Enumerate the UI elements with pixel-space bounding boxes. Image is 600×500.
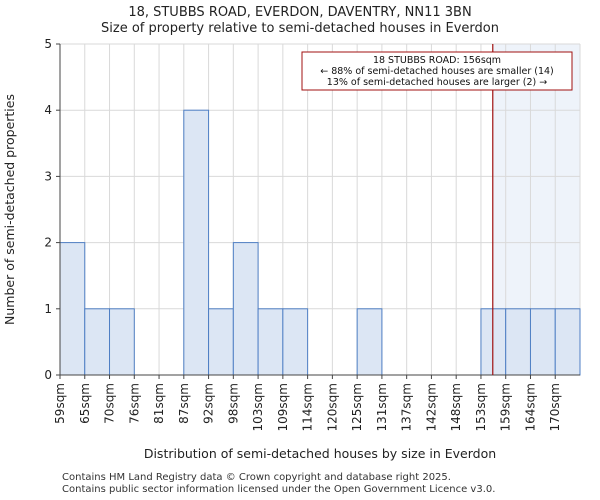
x-tick-label-70sqm: 70sqm	[103, 383, 117, 424]
bar-65sqm	[84, 308, 111, 376]
x-tick-label-92sqm: 92sqm	[202, 383, 216, 424]
x-tick-label-114sqm: 114sqm	[301, 383, 315, 431]
footer-line-1: Contains HM Land Registry data © Crown c…	[62, 472, 451, 483]
bar-170sqm	[554, 308, 581, 376]
annotation-box	[301, 51, 573, 91]
annotation-line-3: 13% of semi-detached houses are larger (…	[327, 77, 547, 88]
x-tick-label-59sqm: 59sqm	[53, 383, 67, 424]
x-tick-label-137sqm: 137sqm	[400, 383, 414, 431]
bar-103sqm	[257, 308, 284, 376]
bar-92sqm	[208, 308, 234, 376]
y-tick-label-0: 0	[44, 368, 52, 382]
bar-98sqm	[232, 242, 259, 376]
y-tick-label-2: 2	[44, 236, 52, 250]
chart-subtitle: Size of property relative to semi-detach…	[101, 21, 499, 36]
footer-line-2: Contains public sector information licen…	[62, 484, 496, 495]
x-tick-label-103sqm: 103sqm	[251, 383, 265, 431]
x-tick-label-159sqm: 159sqm	[499, 383, 513, 431]
x-tick-label-148sqm: 148sqm	[449, 383, 463, 431]
x-tick-label-164sqm: 164sqm	[523, 383, 537, 431]
bar-159sqm	[505, 308, 531, 376]
annotation-line-2: ← 88% of semi-detached houses are smalle…	[320, 66, 554, 77]
x-tick-label-81sqm: 81sqm	[152, 383, 166, 424]
x-tick-label-76sqm: 76sqm	[127, 383, 141, 424]
y-tick-label-1: 1	[44, 302, 52, 316]
bar-164sqm	[529, 308, 556, 376]
x-tick-label-131sqm: 131sqm	[375, 383, 389, 431]
bar-109sqm	[282, 308, 309, 376]
x-tick-label-65sqm: 65sqm	[78, 383, 92, 424]
x-tick-label-120sqm: 120sqm	[325, 383, 339, 431]
y-tick-label-5: 5	[44, 37, 52, 51]
bar-125sqm	[356, 308, 383, 376]
y-tick-label-4: 4	[44, 103, 52, 117]
bar-87sqm	[183, 109, 210, 376]
x-axis-label: Distribution of semi-detached houses by …	[144, 446, 496, 461]
annotation-line-1: 18 STUBBS ROAD: 156sqm	[373, 55, 501, 66]
x-tick-label-125sqm: 125sqm	[350, 383, 364, 431]
x-tick-label-87sqm: 87sqm	[177, 383, 191, 424]
x-tick-label-170sqm: 170sqm	[548, 383, 562, 431]
x-tick-label-153sqm: 153sqm	[474, 383, 488, 431]
y-axis-label: Number of semi-detached properties	[2, 94, 17, 325]
bar-59sqm	[59, 242, 86, 376]
x-tick-label-98sqm: 98sqm	[226, 383, 240, 424]
x-tick-label-142sqm: 142sqm	[424, 383, 438, 431]
bar-70sqm	[109, 308, 135, 376]
chart-title: 18, STUBBS ROAD, EVERDON, DAVENTRY, NN11…	[128, 5, 472, 20]
x-tick-label-109sqm: 109sqm	[276, 383, 290, 431]
y-tick-label-3: 3	[44, 169, 52, 183]
